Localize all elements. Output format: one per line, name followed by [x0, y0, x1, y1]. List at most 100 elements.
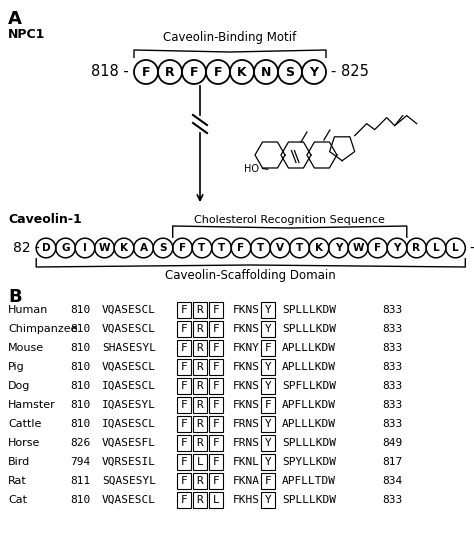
- FancyBboxPatch shape: [177, 302, 191, 318]
- Text: R: R: [197, 381, 203, 391]
- Text: Hamster: Hamster: [8, 400, 56, 410]
- FancyBboxPatch shape: [177, 340, 191, 356]
- FancyBboxPatch shape: [261, 454, 275, 470]
- Text: APLLLKDW: APLLLKDW: [282, 419, 336, 429]
- Text: 810: 810: [70, 324, 90, 334]
- Text: R: R: [197, 419, 203, 429]
- Text: 810: 810: [70, 305, 90, 315]
- Text: L: L: [197, 457, 203, 467]
- Text: FKNL: FKNL: [233, 457, 260, 467]
- Text: F: F: [213, 438, 219, 448]
- FancyBboxPatch shape: [177, 378, 191, 394]
- Text: Rat: Rat: [8, 476, 27, 486]
- Text: 82 -: 82 -: [13, 241, 40, 255]
- Text: FRNS: FRNS: [233, 438, 260, 448]
- Text: F: F: [237, 243, 245, 253]
- Text: VQASESFL: VQASESFL: [102, 438, 156, 448]
- Text: D: D: [42, 243, 50, 253]
- FancyBboxPatch shape: [193, 378, 207, 394]
- Text: - 103: - 103: [470, 241, 474, 255]
- Text: SPLLLKDW: SPLLLKDW: [282, 495, 336, 505]
- Text: 834: 834: [382, 476, 402, 486]
- FancyBboxPatch shape: [209, 416, 223, 432]
- Text: L: L: [452, 243, 459, 253]
- Text: SPYLLKDW: SPYLLKDW: [282, 457, 336, 467]
- FancyBboxPatch shape: [261, 492, 275, 508]
- Text: 818 -: 818 -: [91, 64, 129, 79]
- Text: Y: Y: [264, 362, 272, 372]
- FancyBboxPatch shape: [261, 359, 275, 375]
- FancyBboxPatch shape: [209, 435, 223, 451]
- FancyBboxPatch shape: [177, 454, 191, 470]
- Text: F: F: [181, 419, 187, 429]
- Text: Y: Y: [264, 305, 272, 315]
- Text: 833: 833: [382, 495, 402, 505]
- Text: 810: 810: [70, 419, 90, 429]
- Text: 833: 833: [382, 362, 402, 372]
- Text: SPLLLKDW: SPLLLKDW: [282, 324, 336, 334]
- Text: F: F: [374, 243, 381, 253]
- Text: FRNS: FRNS: [233, 419, 260, 429]
- Text: Mouse: Mouse: [8, 343, 44, 353]
- Text: SPLLLKDW: SPLLLKDW: [282, 305, 336, 315]
- Text: Cat: Cat: [8, 495, 27, 505]
- Text: Bird: Bird: [8, 457, 30, 467]
- Text: G: G: [61, 243, 70, 253]
- Text: Y: Y: [335, 243, 342, 253]
- Text: FKNS: FKNS: [233, 381, 260, 391]
- FancyBboxPatch shape: [177, 397, 191, 413]
- Text: FKNS: FKNS: [233, 305, 260, 315]
- Text: Caveolin-1: Caveolin-1: [8, 213, 82, 226]
- Text: SQASESYL: SQASESYL: [102, 476, 156, 486]
- Text: F: F: [213, 362, 219, 372]
- Text: HO: HO: [245, 164, 259, 174]
- Text: F: F: [213, 343, 219, 353]
- Text: F: F: [142, 66, 150, 78]
- FancyBboxPatch shape: [193, 359, 207, 375]
- FancyBboxPatch shape: [209, 454, 223, 470]
- Text: F: F: [179, 243, 186, 253]
- Text: FKNS: FKNS: [233, 400, 260, 410]
- Text: B: B: [8, 288, 22, 306]
- Text: R: R: [165, 66, 175, 78]
- FancyBboxPatch shape: [209, 321, 223, 337]
- Text: FKHS: FKHS: [233, 495, 260, 505]
- Text: 833: 833: [382, 381, 402, 391]
- FancyBboxPatch shape: [177, 321, 191, 337]
- Text: IQASESCL: IQASESCL: [102, 419, 156, 429]
- Text: R: R: [197, 305, 203, 315]
- Text: F: F: [181, 381, 187, 391]
- Text: F: F: [264, 476, 272, 486]
- FancyBboxPatch shape: [209, 302, 223, 318]
- Text: Y: Y: [264, 324, 272, 334]
- Text: F: F: [264, 343, 272, 353]
- Text: Dog: Dog: [8, 381, 30, 391]
- FancyBboxPatch shape: [261, 302, 275, 318]
- Text: F: F: [213, 419, 219, 429]
- Text: F: F: [181, 400, 187, 410]
- Text: VQASESCL: VQASESCL: [102, 324, 156, 334]
- Text: 810: 810: [70, 381, 90, 391]
- Text: IQASESYL: IQASESYL: [102, 400, 156, 410]
- Text: F: F: [213, 400, 219, 410]
- Text: F: F: [213, 324, 219, 334]
- Text: F: F: [181, 476, 187, 486]
- Text: 833: 833: [382, 305, 402, 315]
- FancyBboxPatch shape: [261, 397, 275, 413]
- Text: V: V: [276, 243, 284, 253]
- Text: Y: Y: [393, 243, 401, 253]
- Text: R: R: [197, 324, 203, 334]
- FancyBboxPatch shape: [193, 435, 207, 451]
- Text: L: L: [433, 243, 439, 253]
- Text: N: N: [261, 66, 271, 78]
- Text: F: F: [181, 457, 187, 467]
- Text: VQASESCL: VQASESCL: [102, 362, 156, 372]
- FancyBboxPatch shape: [177, 435, 191, 451]
- Text: R: R: [412, 243, 420, 253]
- Text: SPLLLKDW: SPLLLKDW: [282, 438, 336, 448]
- Text: S: S: [159, 243, 167, 253]
- FancyBboxPatch shape: [209, 473, 223, 489]
- Text: F: F: [181, 438, 187, 448]
- Text: T: T: [199, 243, 206, 253]
- FancyBboxPatch shape: [193, 473, 207, 489]
